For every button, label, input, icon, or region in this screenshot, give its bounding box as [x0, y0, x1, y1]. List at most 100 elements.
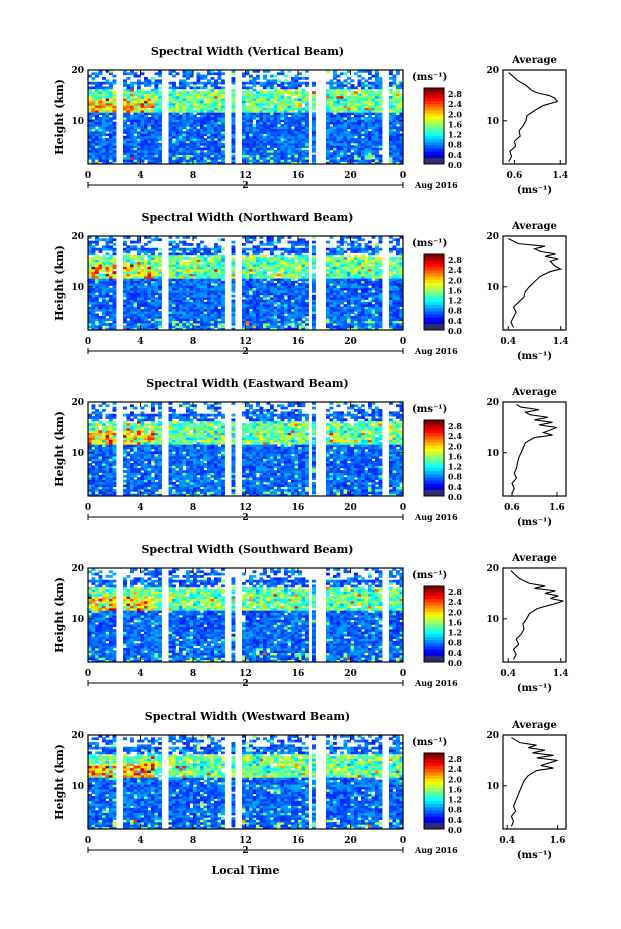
heatmap-cell	[182, 100, 187, 104]
heatmap-cell	[123, 149, 127, 153]
heatmap-cell	[123, 93, 127, 97]
heatmap-cell	[151, 156, 155, 160]
heatmap-cell	[144, 318, 148, 321]
heatmap-cell	[109, 84, 113, 87]
heatmap-cell	[147, 268, 152, 272]
heatmap-cell	[333, 72, 337, 76]
heatmap-cell	[189, 154, 194, 158]
heatmap-cell	[291, 264, 295, 267]
heatmap-cell	[354, 259, 358, 263]
heatmap-cell	[326, 301, 330, 305]
heatmap-cell	[175, 243, 180, 246]
heatmap-cell	[140, 297, 145, 300]
heatmap-cell	[196, 299, 201, 303]
heatmap-cell	[203, 140, 208, 144]
heatmap-cell	[242, 285, 246, 289]
heatmap-cell	[270, 301, 274, 305]
heatmap-cell	[210, 112, 215, 116]
heatmap-cell	[200, 152, 204, 155]
heatmap-cell	[105, 280, 110, 284]
heatmap-cell	[329, 121, 334, 125]
heatmap-cell	[172, 280, 176, 284]
heatmap-cell	[347, 135, 351, 139]
heatmap-cell	[98, 86, 103, 90]
heatmap-cell	[112, 145, 117, 148]
heatmap-cell	[175, 254, 180, 258]
heatmap-cell	[249, 264, 253, 267]
heatmap-cell	[249, 142, 253, 146]
heatmap-cell	[340, 266, 344, 270]
heatmap-cell	[102, 320, 106, 324]
heatmap-cell	[305, 114, 309, 118]
heatmap-cell	[151, 322, 155, 326]
heatmap-cell	[347, 133, 351, 137]
heatmap-cell	[249, 311, 253, 314]
heatmap-cell	[112, 93, 117, 97]
heatmap-cell	[221, 109, 225, 113]
heatmap-cell	[273, 266, 278, 270]
heatmap-cell	[151, 126, 155, 130]
heatmap-cell	[270, 159, 274, 163]
heatmap-cell	[242, 313, 246, 317]
heatmap-cell	[259, 81, 264, 85]
heatmap-cell	[126, 77, 131, 80]
heatmap-cell	[95, 236, 99, 239]
heatmap-cell	[294, 145, 299, 148]
heatmap-cell	[182, 161, 187, 165]
heatmap-cell	[368, 88, 372, 92]
heatmap-cell	[287, 325, 292, 329]
heatmap-cell	[249, 161, 253, 165]
heatmap-cell	[312, 250, 316, 253]
heatmap-cell	[214, 254, 218, 258]
heatmap-cell	[392, 128, 397, 132]
heatmap-cell	[210, 320, 215, 324]
heatmap-cell	[399, 121, 404, 125]
heatmap-cell	[252, 105, 257, 108]
heatmap-cell	[182, 301, 187, 305]
heatmap-cell	[154, 327, 159, 331]
heatmap-cell	[252, 271, 257, 274]
heatmap-cell	[284, 131, 288, 134]
heatmap-cell	[273, 93, 278, 97]
heatmap-cell	[249, 240, 253, 244]
heatmap-cell	[231, 285, 236, 289]
heatmap-cell	[144, 114, 148, 118]
heatmap-cell	[172, 147, 176, 151]
heatmap-cell	[298, 124, 302, 127]
heatmap-cell	[361, 161, 365, 165]
heatmap-cell	[291, 297, 295, 300]
heatmap-cell	[112, 154, 117, 158]
heatmap-cell	[214, 135, 218, 139]
heatmap-cell	[305, 154, 309, 158]
heatmap-cell	[210, 315, 215, 319]
heatmap-cell	[196, 86, 201, 90]
heatmap-cell	[144, 105, 148, 108]
heatmap-cell	[273, 247, 278, 251]
heatmap-cell	[389, 70, 393, 73]
heatmap-cell	[203, 91, 208, 94]
heatmap-cell	[91, 81, 96, 85]
heatmap-cell	[112, 114, 117, 118]
heatmap-cell	[287, 126, 292, 130]
heatmap-cell	[245, 318, 250, 321]
heatmap-cell	[105, 301, 110, 305]
heatmap-cell	[259, 152, 264, 155]
heatmap-cell	[140, 290, 145, 293]
heatmap-cell	[91, 149, 96, 153]
heatmap-cell	[256, 306, 260, 310]
heatmap-cell	[179, 297, 183, 300]
heatmap-cell	[350, 250, 355, 253]
heatmap-cell	[326, 117, 330, 120]
heatmap-cell	[333, 86, 337, 90]
heatmap-cell	[301, 311, 306, 314]
heatmap-cell	[102, 102, 106, 106]
heatmap-cell	[270, 156, 274, 160]
heatmap-cell	[200, 283, 204, 286]
heatmap-cell	[273, 131, 278, 134]
heatmap-cell	[287, 304, 292, 307]
heatmap-cell	[368, 135, 372, 139]
heatmap-cell	[354, 95, 358, 99]
heatmap-cell	[193, 285, 197, 289]
heatmap-cell	[378, 161, 383, 165]
heatmap-cell	[392, 74, 397, 78]
